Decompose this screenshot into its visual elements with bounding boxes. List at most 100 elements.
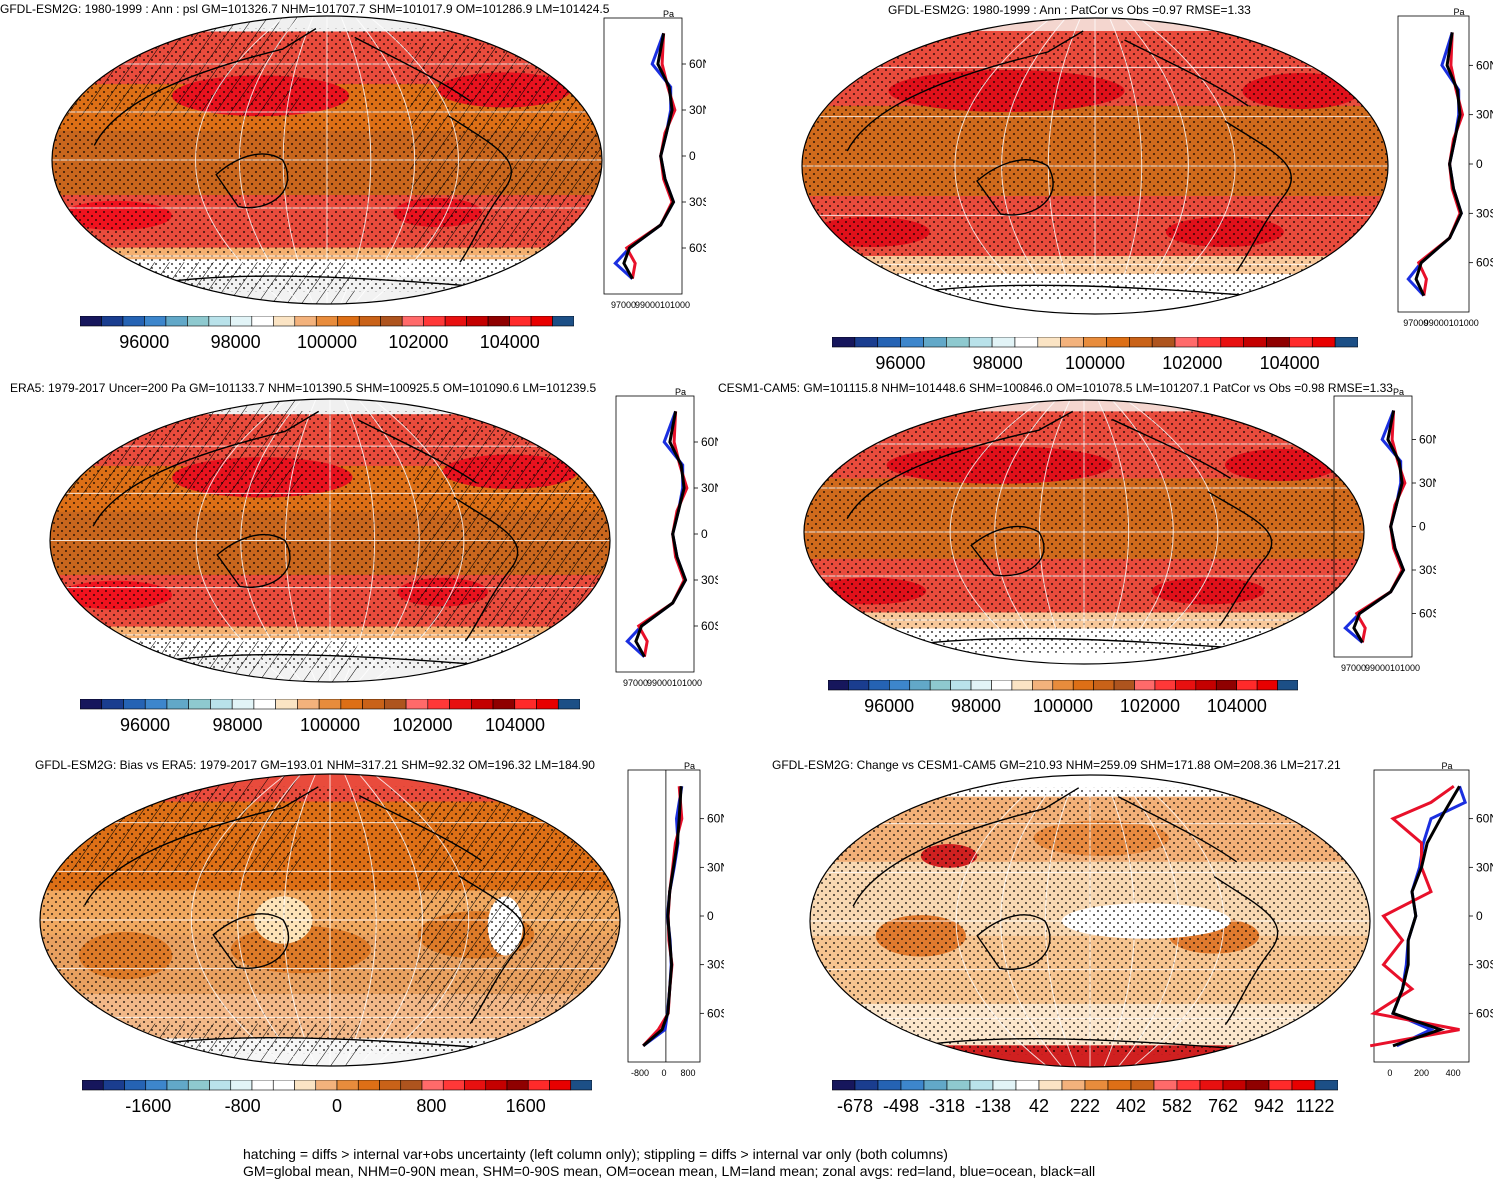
profile-unit: Pa [684,762,695,771]
colorbar-box [909,680,931,691]
colorbar-box [889,680,911,691]
colorbar-box [442,1080,465,1091]
colorbar-box [80,699,103,710]
colorbar-box [464,1080,487,1091]
lat-label: 30S [707,958,724,972]
meridian-line [195,16,287,304]
profile-x-tick: -800 [631,1068,649,1078]
colorbar: -678 -498 -318 -138 42 222 402 582 762 942 1122 [832,1080,1338,1116]
lat-label: 30S [1419,563,1436,577]
colorbar-box [315,316,339,327]
colorbar-box [968,337,993,348]
colorbar-label: 100000 [297,332,357,352]
colorbar-box [294,1080,317,1091]
colorbar-box [1134,680,1156,691]
colorbar-box [1197,337,1222,348]
meridian-line [1097,400,1130,664]
profile-x-tick: 97000 [1341,663,1366,673]
profile-frame [603,17,683,295]
map-field [40,774,620,1066]
colorbar-box [294,316,317,327]
coastline [160,275,466,287]
colorbar-label: 96000 [875,353,925,373]
colorbar-box [848,680,870,691]
colorbar-box [251,1080,274,1091]
colorbar-box [231,699,255,710]
colorbar-box [854,337,879,348]
colorbar-label: 102000 [1120,696,1180,716]
colorbar-box [492,699,516,710]
coastline [212,913,290,969]
profile-all-line [634,411,688,658]
colorbar-box [485,1080,508,1091]
colorbar-box [530,316,553,327]
panel-title: GFDL-ESM2G: Change vs CESM1-CAM5 GM=210.… [772,758,1341,772]
lat-label: 60N [689,57,706,71]
hatching [40,774,301,876]
colorbar-box [427,699,450,710]
profile-x-tick: 800 [680,1068,695,1078]
colorbar-box [969,1080,994,1091]
colorbar-label: 100000 [300,715,360,735]
profile-all-line [1414,32,1463,297]
colorbar-box [1083,337,1107,348]
coastline [1213,876,1279,1026]
coastline [154,1036,477,1048]
colorbar-box [315,1080,338,1091]
colorbar-label: 98000 [951,696,1001,716]
coastline [1111,418,1232,479]
map-abs [803,399,1365,665]
colorbar-box [471,699,494,710]
footer-line-2: GM=global mean, NHM=0-90N mean, SHM=0-90… [243,1163,1096,1179]
panel-title: GFDL-ESM2G: Bias vs ERA5: 1979-2017 GM=1… [35,758,595,772]
profile-all-line [642,786,683,1047]
hatching [52,16,300,117]
colorbar-box [1072,680,1094,691]
colorbar-box [946,337,970,348]
map-field [804,400,1364,664]
profile-all-line [622,33,676,280]
lat-label: 0 [1476,909,1483,923]
panel-title: ERA5: 1979-2017 Uncer=200 Pa GM=101133.7… [10,381,597,395]
profile-x-tick: 0 [1387,1068,1392,1078]
colorbar-box [272,1080,295,1091]
colorbar-box [336,1080,359,1091]
zonal-profile: 60N 30N 0 30S 60S Pa -800 0 800 [627,762,724,1078]
colorbar-label: -498 [883,1096,919,1116]
colorbar-box [122,316,145,327]
colorbar-box [1311,337,1336,348]
coastline [1207,491,1273,627]
map-outline [801,17,1389,315]
colorbar-label: 1600 [506,1096,546,1116]
map-field [52,16,602,304]
coastline [216,533,291,588]
lat-label: 30N [1476,108,1493,122]
colorbar-box [1052,680,1074,691]
meridian-line [1125,400,1219,664]
lat-label: 0 [689,149,696,163]
colorbar-box [187,316,210,327]
colorbar-box [230,316,253,327]
colorbar-box [144,699,168,710]
map-abs [801,17,1389,315]
meridian-line [357,399,420,682]
colorbar-box [210,699,233,710]
coastline [852,787,1080,907]
lat-label: 60N [701,435,718,449]
profile-unit: Pa [675,388,686,397]
colorbar-label: 104000 [1207,696,1267,716]
meridian-line [1103,775,1136,1067]
colorbar-box [991,337,1016,348]
coastline [846,30,1084,152]
hatching [133,262,355,304]
coastline [215,153,289,209]
colorbar-label: 582 [1162,1096,1192,1116]
lat-label: 30S [701,573,718,587]
panel-title: GFDL-ESM2G: 1980-1999 : Ann : PatCor vs … [888,3,1251,17]
colorbar-box [124,1080,147,1091]
coastline [93,28,317,146]
profile-x-tick: 200 [1414,1068,1429,1078]
profile-unit: Pa [1393,388,1404,397]
coastline [1117,796,1238,863]
zonal-profile: 60N 30N 0 30S 60S Pa 0 200 400 [1369,762,1493,1078]
